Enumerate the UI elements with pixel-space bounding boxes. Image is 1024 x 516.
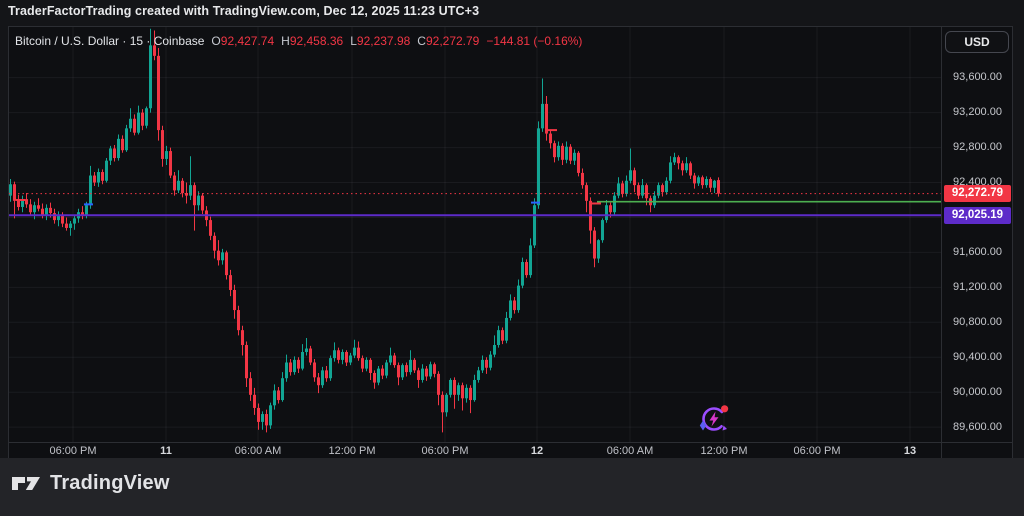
sparkle-diamond-icon xyxy=(699,420,707,431)
axis-corner xyxy=(941,442,1012,458)
footer-bar: TradingView xyxy=(0,458,1024,516)
attribution-text: TraderFactorTrading created with Trading… xyxy=(8,4,480,18)
price-axis-label: 93,600.00 xyxy=(953,71,1002,84)
attribution-bar: TraderFactorTrading created with Trading… xyxy=(0,0,1024,26)
price-axis-label: 90,400.00 xyxy=(953,350,1002,363)
red-dot-icon xyxy=(721,405,729,413)
change-value: −144.81 (−0.16%) xyxy=(486,34,583,48)
circular-arrow-icon xyxy=(702,407,726,431)
arrowhead-icon xyxy=(722,425,727,431)
time-axis-label: 06:00 PM xyxy=(793,445,841,457)
price-axis-label: 91,200.00 xyxy=(953,280,1002,293)
price-axis-label: 92,800.00 xyxy=(953,141,1002,154)
ohlc-item: O92,427.74 xyxy=(211,34,275,48)
event-flash-icon[interactable] xyxy=(697,402,731,436)
candlestick-chart[interactable] xyxy=(9,27,941,442)
price-axis-label: 90,000.00 xyxy=(953,385,1002,398)
time-axis-label: 12 xyxy=(530,445,544,457)
time-axis-label: 11 xyxy=(160,445,172,457)
brand-name: TradingView xyxy=(50,471,170,494)
time-axis-label: 13 xyxy=(903,445,917,457)
symbol-title[interactable]: Bitcoin / U.S. Dollar · 15 · Coinbase xyxy=(15,34,205,48)
chart-pane[interactable]: Bitcoin / U.S. Dollar · 15 · Coinbase O9… xyxy=(9,27,941,442)
tradingview-brand[interactable]: TradingView xyxy=(11,470,170,496)
price-axis-label: 91,600.00 xyxy=(953,245,1002,258)
ohlc-item: C92,272.79 xyxy=(417,34,480,48)
chart-legend: Bitcoin / U.S. Dollar · 15 · Coinbase O9… xyxy=(15,34,582,48)
chart-widget: Bitcoin / U.S. Dollar · 15 · Coinbase O9… xyxy=(8,26,1013,458)
price-axis-label: 93,200.00 xyxy=(953,106,1002,119)
ohlc-values: O92,427.74 H92,458.36 L92,237.98 C92,272.79 xyxy=(211,34,479,48)
time-axis-label: 06:00 PM xyxy=(421,445,469,457)
lightning-bolt-icon xyxy=(709,411,719,427)
time-axis-label: 06:00 AM xyxy=(606,445,654,457)
time-axis-label: 06:00 PM xyxy=(49,445,97,457)
time-axis[interactable]: 06:00 PM 11 06:00 AM 12:00 PM 06:00 PM 12 06:0… xyxy=(9,442,941,458)
ohlc-item: L92,237.98 xyxy=(350,34,411,48)
price-axis-label: 90,800.00 xyxy=(953,315,1002,328)
ohlc-item: H92,458.36 xyxy=(281,34,344,48)
price-axis[interactable]: USD 92,272.79 92,025.19 93,600.00 93,200.… xyxy=(941,27,1012,442)
price-axis-label: 89,600.00 xyxy=(953,420,1002,433)
tradingview-logo-icon xyxy=(12,477,40,490)
time-axis-label: 12:00 PM xyxy=(700,445,748,457)
time-axis-label: 06:00 AM xyxy=(234,445,282,457)
level-price-badge: 92,025.19 xyxy=(944,207,1011,224)
currency-button[interactable]: USD xyxy=(945,31,1009,53)
last-price-badge: 92,272.79 xyxy=(944,185,1011,202)
time-axis-label: 12:00 PM xyxy=(328,445,376,457)
